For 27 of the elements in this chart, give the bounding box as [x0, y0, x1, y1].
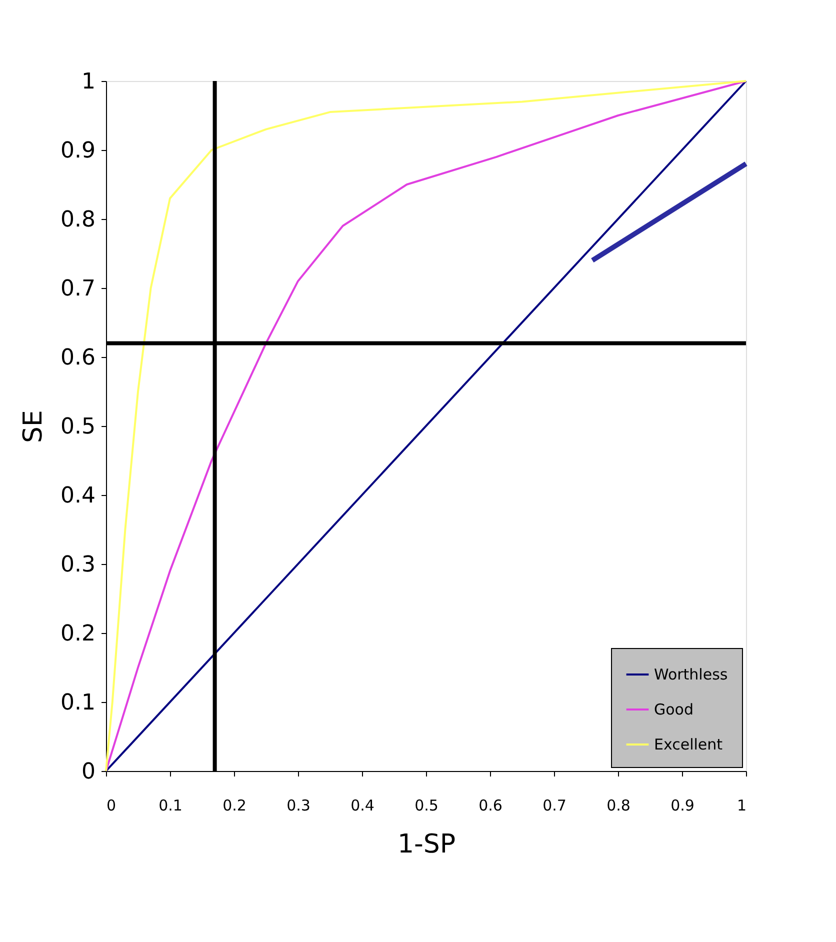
x-axis-title: 1-SP: [397, 830, 456, 860]
y-tick-label: 0.7: [60, 276, 96, 302]
y-tick-label: 0.5: [60, 414, 96, 440]
y-axis-title: SE: [18, 410, 49, 443]
y-tick-label: 0: [82, 760, 96, 784]
y-tick-label: 0.8: [60, 208, 96, 232]
y-tick-label: 0.9: [60, 138, 96, 164]
legend-label: Excellent: [654, 736, 723, 754]
x-tick-label: 0.5: [414, 796, 438, 814]
x-tick-label: 0.9: [670, 796, 694, 814]
x-tick-label: 0.7: [542, 796, 566, 814]
x-tick-label: 0.3: [286, 796, 310, 814]
x-tick-label: 1: [736, 796, 746, 814]
y-tick-label: 0.2: [60, 622, 96, 646]
x-tick-label: 0: [106, 796, 116, 814]
x-tick-label: 0.4: [350, 796, 374, 814]
x-tick-label: 0.1: [158, 796, 182, 814]
y-tick-label: 0.4: [60, 484, 96, 508]
y-tick-label: 0.6: [60, 346, 96, 370]
legend-label: Good: [654, 700, 694, 718]
x-tick-label: 0.8: [606, 796, 630, 814]
y-tick-label: 0.3: [60, 552, 96, 578]
y-tick-label: 0.1: [60, 690, 96, 716]
x-tick-label: 0.2: [222, 796, 246, 814]
x-tick-label: 0.6: [478, 796, 502, 814]
legend-label: Worthless: [654, 666, 728, 684]
y-tick-label: 1: [82, 70, 96, 94]
